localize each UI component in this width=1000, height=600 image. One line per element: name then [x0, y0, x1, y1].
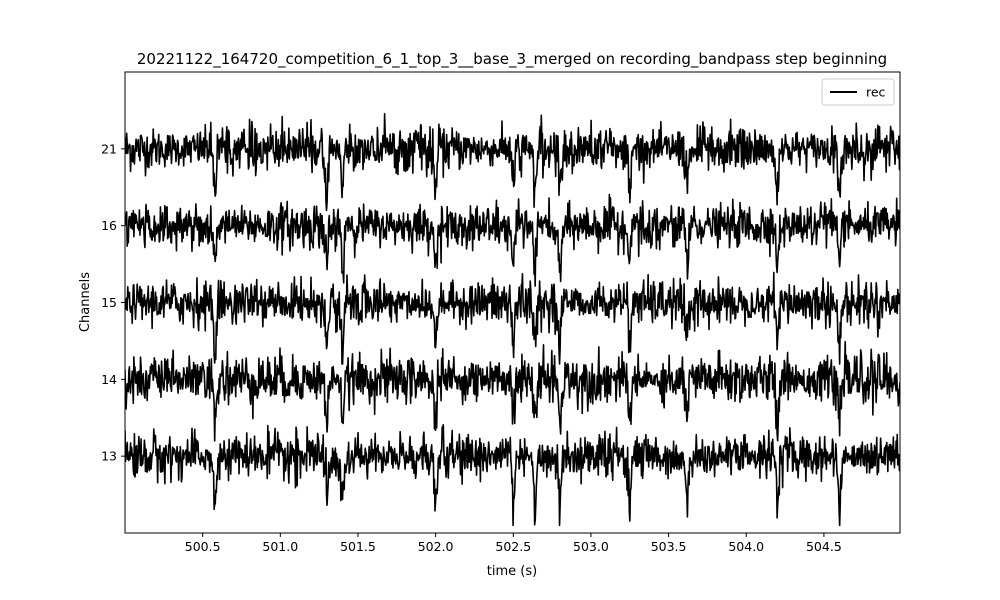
y-tick-label-channel-15: 15: [101, 295, 117, 310]
x-tick-label: 502.5: [495, 539, 531, 554]
trace-channel-16: [125, 193, 900, 287]
trace-channel-13: [125, 424, 900, 527]
y-tick-label-channel-14: 14: [101, 372, 117, 387]
x-axis: 500.5 501.0 501.5 502.0 502.5 503.0 503.5 504.0…: [185, 533, 842, 554]
x-tick-label: 501.0: [262, 539, 298, 554]
legend-label-rec: rec: [866, 85, 886, 100]
y-axis-label: Channels: [78, 272, 93, 332]
x-tick-label: 502.0: [418, 539, 454, 554]
trace-channel-15: [125, 271, 900, 365]
trace-group: [125, 112, 900, 527]
chart-title: 20221122_164720_competition_6_1_top_3__b…: [137, 50, 887, 69]
y-tick-label-channel-21: 21: [101, 141, 117, 156]
x-tick-label: 503.5: [651, 539, 687, 554]
x-axis-label: time (s): [487, 564, 537, 579]
x-tick-label: 503.0: [573, 539, 609, 554]
trace-channel-14: [125, 340, 900, 442]
y-axis: 13 14 15 16 21: [101, 141, 125, 464]
y-tick-label-channel-13: 13: [101, 449, 117, 464]
x-tick-label: 504.5: [806, 539, 842, 554]
x-tick-label: 504.0: [728, 539, 764, 554]
x-tick-label: 501.5: [340, 539, 376, 554]
x-tick-label: 500.5: [185, 539, 221, 554]
trace-channel-21: [125, 112, 900, 212]
y-tick-label-channel-16: 16: [101, 218, 117, 233]
legend-box: [821, 78, 895, 106]
legend: rec: [821, 78, 895, 106]
